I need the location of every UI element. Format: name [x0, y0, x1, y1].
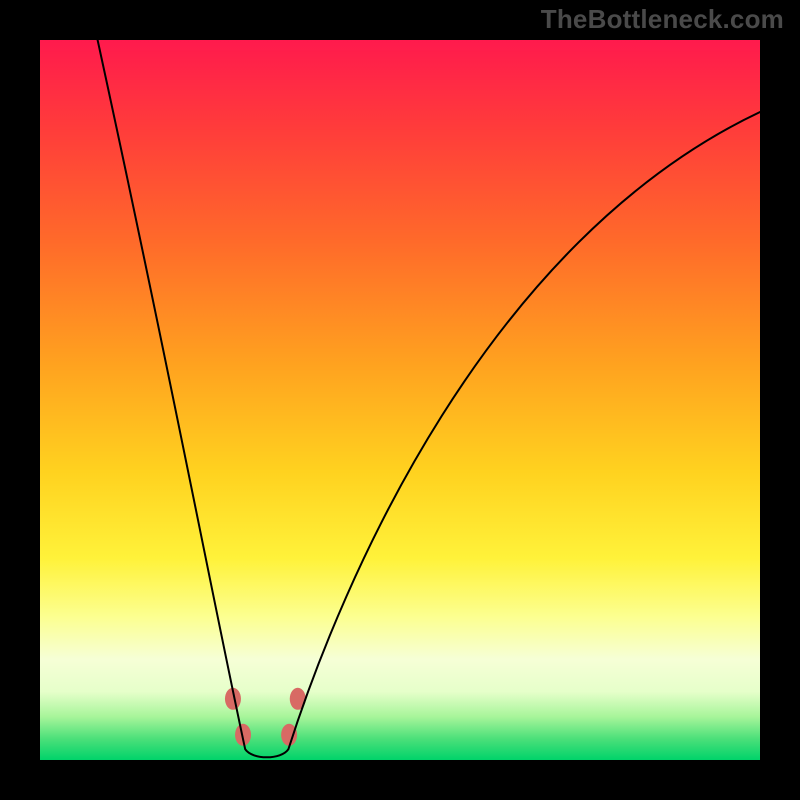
watermark-text: TheBottleneck.com — [541, 4, 784, 35]
plot-area — [40, 40, 760, 760]
chart-svg — [0, 0, 800, 800]
chart-stage: TheBottleneck.com — [0, 0, 800, 800]
